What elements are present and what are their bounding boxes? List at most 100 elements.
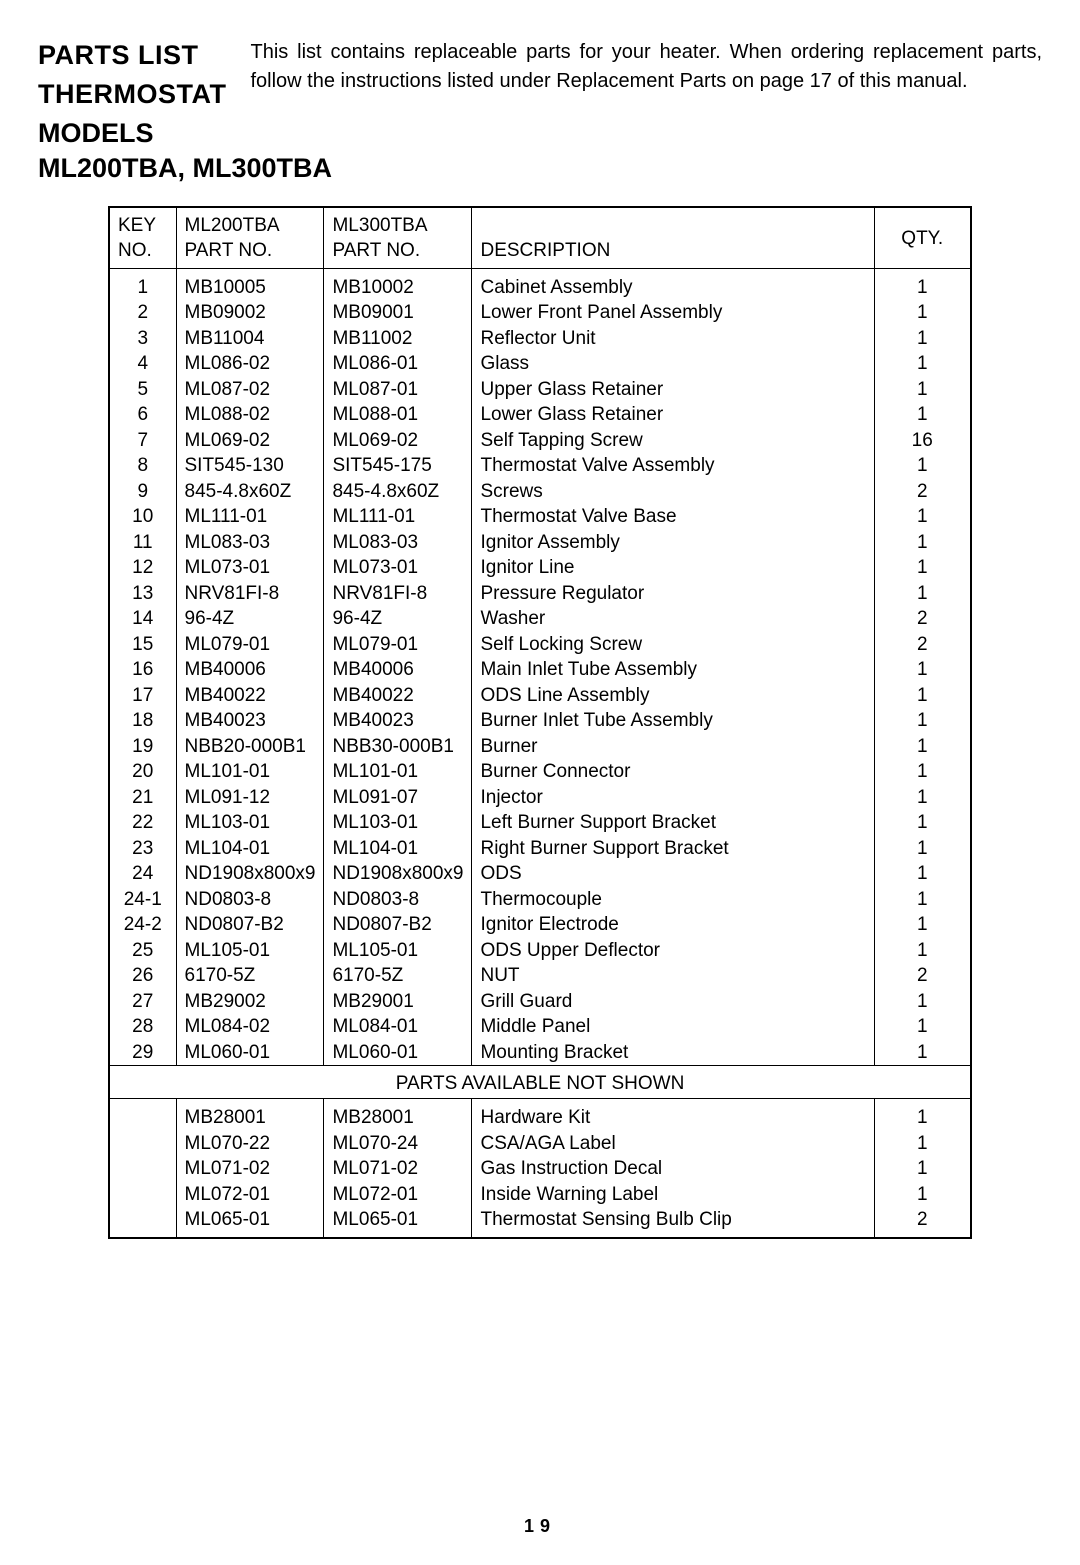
table-body-main: 1MB10005MB10002Cabinet Assembly12MB09002… <box>110 268 970 1066</box>
cell-p2: MB40022 <box>324 683 472 709</box>
table-row: 23ML104-01ML104-01Right Burner Support B… <box>110 836 970 862</box>
cell-key: 14 <box>110 606 176 632</box>
cell-p1: ML091-12 <box>176 785 324 811</box>
cell-qty: 1 <box>874 708 970 734</box>
cell-p2: ML070-24 <box>324 1131 472 1157</box>
table-row: 25ML105-01ML105-01ODS Upper Deflector1 <box>110 938 970 964</box>
cell-qty: 1 <box>874 861 970 887</box>
cell-key: 4 <box>110 351 176 377</box>
cell-desc: Gas Instruction Decal <box>472 1156 874 1182</box>
cell-key: 17 <box>110 683 176 709</box>
cell-p1: MB40023 <box>176 708 324 734</box>
cell-key: 24-1 <box>110 887 176 913</box>
cell-qty: 1 <box>874 351 970 377</box>
cell-key: 13 <box>110 581 176 607</box>
table-row: 2MB09002MB09001Lower Front Panel Assembl… <box>110 300 970 326</box>
cell-p1: MB40022 <box>176 683 324 709</box>
cell-p2: ML083-03 <box>324 530 472 556</box>
cell-desc: Thermostat Sensing Bulb Clip <box>472 1207 874 1237</box>
cell-p1: MB28001 <box>176 1099 324 1131</box>
col-desc-label: DESCRIPTION <box>480 240 610 261</box>
cell-p2: ML087-01 <box>324 377 472 403</box>
cell-qty: 1 <box>874 377 970 403</box>
section-label: PARTS AVAILABLE NOT SHOWN <box>110 1066 970 1099</box>
cell-desc: CSA/AGA Label <box>472 1131 874 1157</box>
cell-p1: 845-4.8x60Z <box>176 479 324 505</box>
title-line-1: PARTS LIST <box>38 36 226 75</box>
col-desc: DESCRIPTION <box>472 208 874 268</box>
cell-key: 2 <box>110 300 176 326</box>
table-row: 20ML101-01ML101-01Burner Connector1 <box>110 759 970 785</box>
cell-p1: MB09002 <box>176 300 324 326</box>
table-row: 24ND1908x800x9ND1908x800x9ODS1 <box>110 861 970 887</box>
cell-desc: Injector <box>472 785 874 811</box>
table-row: 24-2ND0807-B2ND0807-B2Ignitor Electrode1 <box>110 912 970 938</box>
table-row: 9845-4.8x60Z845-4.8x60ZScrews2 <box>110 479 970 505</box>
table-row: ML065-01ML065-01Thermostat Sensing Bulb … <box>110 1207 970 1237</box>
table-row: 21ML091-12ML091-07Injector1 <box>110 785 970 811</box>
table-body-extra: MB28001MB28001Hardware Kit1ML070-22ML070… <box>110 1099 970 1237</box>
cell-p2: ML103-01 <box>324 810 472 836</box>
cell-key <box>110 1099 176 1131</box>
cell-key: 5 <box>110 377 176 403</box>
cell-p2: MB28001 <box>324 1099 472 1131</box>
cell-desc: Self Tapping Screw <box>472 428 874 454</box>
cell-p1: ML104-01 <box>176 836 324 862</box>
table-row: 27MB29002MB29001Grill Guard1 <box>110 989 970 1015</box>
cell-desc: Right Burner Support Bracket <box>472 836 874 862</box>
cell-p2: ND1908x800x9 <box>324 861 472 887</box>
intro-text: This list contains replaceable parts for… <box>250 36 1042 96</box>
cell-key: 1 <box>110 268 176 300</box>
cell-qty: 2 <box>874 1207 970 1237</box>
cell-qty: 1 <box>874 759 970 785</box>
cell-desc: Thermostat Valve Base <box>472 504 874 530</box>
cell-key: 7 <box>110 428 176 454</box>
cell-p2: MB29001 <box>324 989 472 1015</box>
cell-desc: Main Inlet Tube Assembly <box>472 657 874 683</box>
cell-qty: 1 <box>874 810 970 836</box>
cell-key: 21 <box>110 785 176 811</box>
cell-qty: 1 <box>874 734 970 760</box>
table-row: 11ML083-03ML083-03Ignitor Assembly1 <box>110 530 970 556</box>
col-key: KEY NO. <box>110 208 176 268</box>
page: PARTS LIST THERMOSTAT MODELS This list c… <box>0 0 1080 1565</box>
cell-qty: 1 <box>874 989 970 1015</box>
cell-key: 15 <box>110 632 176 658</box>
cell-key: 10 <box>110 504 176 530</box>
cell-qty: 1 <box>874 1156 970 1182</box>
table-row: 266170-5Z6170-5ZNUT2 <box>110 963 970 989</box>
cell-desc: NUT <box>472 963 874 989</box>
cell-desc: Screws <box>472 479 874 505</box>
cell-key: 6 <box>110 402 176 428</box>
cell-qty: 1 <box>874 836 970 862</box>
table-row: 16MB40006MB40006Main Inlet Tube Assembly… <box>110 657 970 683</box>
cell-desc: Pressure Regulator <box>472 581 874 607</box>
cell-qty: 16 <box>874 428 970 454</box>
cell-p2: ML104-01 <box>324 836 472 862</box>
cell-qty: 1 <box>874 453 970 479</box>
table-row: 3MB11004MB11002Reflector Unit1 <box>110 326 970 352</box>
cell-p2: ML101-01 <box>324 759 472 785</box>
cell-qty: 1 <box>874 581 970 607</box>
cell-qty: 2 <box>874 963 970 989</box>
cell-p2: MB40006 <box>324 657 472 683</box>
cell-qty: 1 <box>874 1040 970 1066</box>
cell-desc: Lower Front Panel Assembly <box>472 300 874 326</box>
cell-qty: 1 <box>874 683 970 709</box>
cell-key <box>110 1131 176 1157</box>
cell-p2: SIT545-175 <box>324 453 472 479</box>
col-p2-l2: PART NO. <box>332 239 463 264</box>
cell-key: 22 <box>110 810 176 836</box>
cell-p2: MB40023 <box>324 708 472 734</box>
cell-desc: Mounting Bracket <box>472 1040 874 1066</box>
table-row: 4ML086-02ML086-01Glass1 <box>110 351 970 377</box>
cell-qty: 1 <box>874 504 970 530</box>
cell-p2: ML072-01 <box>324 1182 472 1208</box>
cell-p2: ND0803-8 <box>324 887 472 913</box>
table-row: 19NBB20-000B1NBB30-000B1Burner1 <box>110 734 970 760</box>
parts-table: KEY NO. ML200TBA PART NO. ML300TBA PART … <box>110 208 970 1236</box>
cell-key: 8 <box>110 453 176 479</box>
cell-key <box>110 1156 176 1182</box>
cell-qty: 1 <box>874 657 970 683</box>
table-row: MB28001MB28001Hardware Kit1 <box>110 1099 970 1131</box>
